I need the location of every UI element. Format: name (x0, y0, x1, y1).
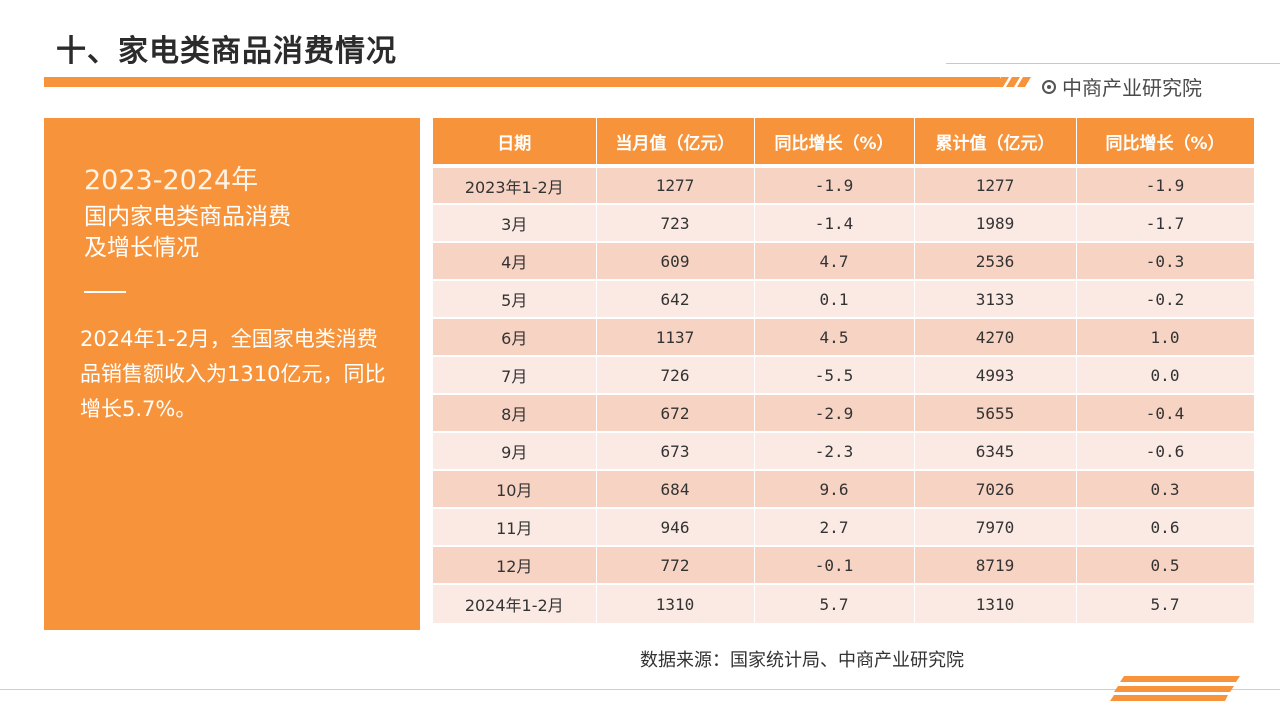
cell-date: 12月 (433, 546, 597, 585)
cell-monthly-yoy: -0.1 (754, 546, 915, 585)
cell-cumulative-value: 7970 (914, 508, 1077, 547)
cell-cumulative-value: 8719 (914, 546, 1077, 585)
summary-subheading-line1: 国内家电类商品消费 (84, 204, 291, 230)
cell-date: 10月 (433, 470, 597, 509)
cell-cumulative-yoy: -0.2 (1076, 280, 1255, 319)
brand-name: 中商产业研究院 (1062, 76, 1202, 100)
cell-cumulative-yoy: 1.0 (1076, 318, 1255, 357)
cell-monthly-value: 946 (596, 508, 755, 547)
header-date: 日期 (433, 118, 597, 168)
cell-date: 2023年1-2月 (433, 166, 597, 205)
cell-date: 11月 (433, 508, 597, 547)
consumption-table: 日期 当月值（亿元） 同比增长（%） 累计值（亿元） 同比增长（%） 2023年… (433, 118, 1255, 625)
table-row: 11月 946 2.7 7970 0.6 (433, 508, 1255, 547)
brand-target-icon (1042, 79, 1056, 94)
header-monthly-yoy: 同比增长（%） (754, 118, 915, 168)
cell-monthly-yoy: -5.5 (754, 356, 915, 395)
cell-monthly-value: 609 (596, 242, 755, 281)
cell-cumulative-value: 6345 (914, 432, 1077, 471)
summary-divider (84, 291, 126, 293)
table-row: 3月 723 -1.4 1989 -1.7 (433, 204, 1255, 243)
table-row: 12月 772 -0.1 8719 0.5 (433, 546, 1255, 585)
table-row: 2023年1-2月 1277 -1.9 1277 -1.9 (433, 166, 1255, 205)
cell-cumulative-value: 4993 (914, 356, 1077, 395)
title-underline-bar (44, 77, 1000, 87)
cell-date: 3月 (433, 204, 597, 243)
summary-subheading: 国内家电类商品消费 及增长情况 (84, 202, 291, 264)
cell-cumulative-value: 2536 (914, 242, 1077, 281)
cell-cumulative-value: 3133 (914, 280, 1077, 319)
summary-heading: 2023-2024年 (84, 165, 259, 196)
table-row: 6月 1137 4.5 4270 1.0 (433, 318, 1255, 357)
cell-monthly-yoy: 4.7 (754, 242, 915, 281)
cell-monthly-value: 772 (596, 546, 755, 585)
cell-monthly-yoy: 4.5 (754, 318, 915, 357)
cell-cumulative-yoy: 0.3 (1076, 470, 1255, 509)
cell-monthly-value: 726 (596, 356, 755, 395)
cell-cumulative-value: 5655 (914, 394, 1077, 433)
cell-cumulative-yoy: -0.3 (1076, 242, 1255, 281)
table-header-row: 日期 当月值（亿元） 同比增长（%） 累计值（亿元） 同比增长（%） (433, 118, 1255, 168)
cell-monthly-value: 642 (596, 280, 755, 319)
brand-divider-line (946, 63, 1280, 64)
cell-date: 4月 (433, 242, 597, 281)
cell-cumulative-yoy: 0.5 (1076, 546, 1255, 585)
cell-cumulative-yoy: 5.7 (1076, 584, 1255, 625)
cell-cumulative-value: 1277 (914, 166, 1077, 205)
cell-monthly-yoy: 5.7 (754, 584, 915, 625)
cell-date: 6月 (433, 318, 597, 357)
brand-logo: 中商产业研究院 (1042, 72, 1202, 101)
footer-stripes-decoration (1110, 676, 1240, 701)
title-stripes-decoration (995, 77, 1031, 87)
cell-monthly-value: 1310 (596, 584, 755, 625)
cell-monthly-value: 672 (596, 394, 755, 433)
cell-monthly-value: 723 (596, 204, 755, 243)
header-cumulative-value: 累计值（亿元） (914, 118, 1077, 168)
cell-monthly-yoy: 2.7 (754, 508, 915, 547)
cell-monthly-yoy: -1.9 (754, 166, 915, 205)
cell-date: 5月 (433, 280, 597, 319)
cell-monthly-yoy: -2.9 (754, 394, 915, 433)
cell-cumulative-yoy: -1.7 (1076, 204, 1255, 243)
table-row: 8月 672 -2.9 5655 -0.4 (433, 394, 1255, 433)
summary-body: 2024年1-2月，全国家电类消费品销售额收入为1310亿元，同比增长5.7%。 (80, 327, 386, 421)
cell-monthly-yoy: -2.3 (754, 432, 915, 471)
cell-cumulative-yoy: 0.6 (1076, 508, 1255, 547)
cell-monthly-value: 1137 (596, 318, 755, 357)
table-row: 7月 726 -5.5 4993 0.0 (433, 356, 1255, 395)
header-monthly-value: 当月值（亿元） (596, 118, 755, 168)
cell-monthly-value: 684 (596, 470, 755, 509)
summary-subheading-line2: 及增长情况 (84, 235, 199, 261)
cell-cumulative-yoy: -0.6 (1076, 432, 1255, 471)
cell-date: 8月 (433, 394, 597, 433)
table-row: 9月 673 -2.3 6345 -0.6 (433, 432, 1255, 471)
cell-cumulative-value: 7026 (914, 470, 1077, 509)
cell-monthly-yoy: -1.4 (754, 204, 915, 243)
page-title: 十、家电类商品消费情况 (56, 34, 397, 69)
table-row: 10月 684 9.6 7026 0.3 (433, 470, 1255, 509)
cell-monthly-value: 673 (596, 432, 755, 471)
table-row: 5月 642 0.1 3133 -0.2 (433, 280, 1255, 319)
table-row: 2024年1-2月 1310 5.7 1310 5.7 (433, 584, 1255, 625)
cell-monthly-value: 1277 (596, 166, 755, 205)
header-cumulative-yoy: 同比增长（%） (1076, 118, 1255, 168)
cell-cumulative-value: 4270 (914, 318, 1077, 357)
cell-date: 2024年1-2月 (433, 584, 597, 625)
cell-cumulative-value: 1989 (914, 204, 1077, 243)
cell-cumulative-yoy: 0.0 (1076, 356, 1255, 395)
data-source: 数据来源：国家统计局、中商产业研究院 (640, 650, 964, 671)
cell-monthly-yoy: 0.1 (754, 280, 915, 319)
summary-panel: 2023-2024年 国内家电类商品消费 及增长情况 2024年1-2月，全国家… (44, 118, 420, 630)
cell-cumulative-yoy: -1.9 (1076, 166, 1255, 205)
cell-cumulative-yoy: -0.4 (1076, 394, 1255, 433)
cell-date: 7月 (433, 356, 597, 395)
table-row: 4月 609 4.7 2536 -0.3 (433, 242, 1255, 281)
footer-line (0, 689, 1280, 690)
cell-date: 9月 (433, 432, 597, 471)
cell-cumulative-value: 1310 (914, 584, 1077, 625)
cell-monthly-yoy: 9.6 (754, 470, 915, 509)
